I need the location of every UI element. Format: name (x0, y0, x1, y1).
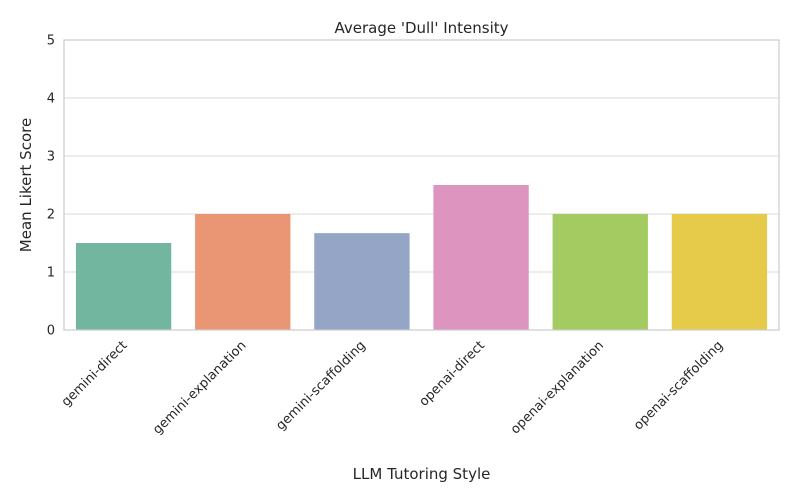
y-tick-label: 5 (47, 34, 55, 49)
y-tick-label: 0 (47, 324, 55, 339)
y-tick-labels: 0 1 2 3 4 5 (47, 34, 55, 339)
plot-frame (63, 39, 780, 331)
bar-openai-explanation (552, 214, 648, 330)
bar-openai-scaffolding (671, 214, 768, 330)
x-axis-label: LLM Tutoring Style (353, 465, 491, 483)
bars (75, 185, 768, 330)
bar-openai-direct (433, 185, 529, 330)
bar-gemini-direct (75, 243, 172, 330)
y-tick-label: 4 (47, 92, 55, 107)
bar-gemini-scaffolding (314, 233, 410, 330)
y-tick-label: 2 (47, 208, 55, 223)
y-tick-label: 3 (47, 150, 55, 165)
y-tick-label: 1 (47, 266, 55, 281)
bar-gemini-explanation (195, 214, 291, 330)
chart-title: Average 'Dull' Intensity (334, 19, 508, 37)
y-axis-label: Mean Likert Score (17, 118, 35, 252)
